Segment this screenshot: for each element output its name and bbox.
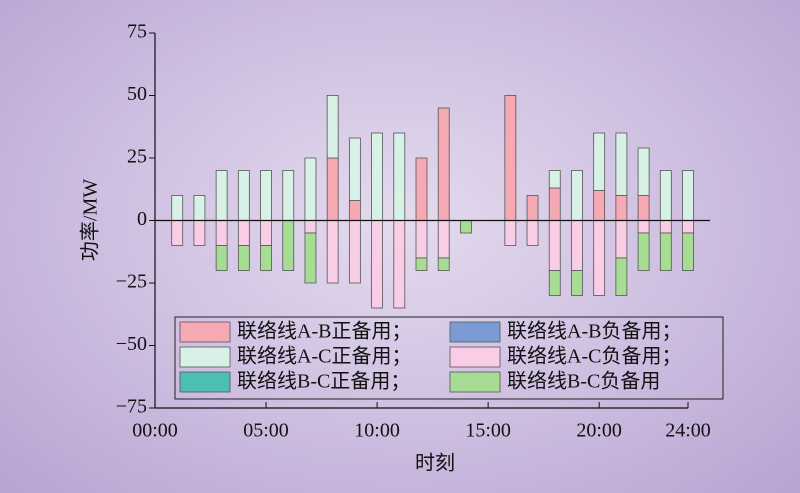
bar — [437, 257, 450, 271]
bar — [260, 245, 272, 271]
bar — [615, 257, 628, 296]
bar — [215, 220, 228, 246]
bar — [659, 170, 672, 221]
bar — [615, 132, 628, 196]
bar — [571, 170, 583, 221]
bar — [437, 107, 450, 221]
bar — [237, 170, 250, 221]
bar — [548, 170, 561, 189]
bar — [504, 95, 517, 221]
bar — [615, 195, 628, 221]
legend-box — [174, 316, 724, 400]
bar — [571, 270, 583, 296]
y-tick-label: 25 — [127, 146, 147, 168]
bar — [637, 147, 650, 196]
bar — [548, 270, 561, 296]
bar — [348, 220, 361, 284]
x-tick-label: 15:00 — [465, 420, 511, 442]
bar — [415, 157, 428, 221]
legend-label: 联络线A-C负备用； — [507, 345, 681, 368]
bar — [304, 232, 317, 284]
bar — [171, 195, 184, 221]
bar — [260, 170, 272, 221]
bar — [593, 190, 606, 221]
bar — [504, 220, 517, 246]
legend-swatch — [179, 321, 231, 343]
bar — [637, 232, 650, 271]
bar — [326, 95, 339, 159]
bar — [571, 220, 583, 271]
bar — [215, 170, 228, 221]
bar — [348, 200, 361, 221]
bar — [526, 195, 539, 221]
legend-swatch — [449, 346, 501, 368]
bar — [682, 232, 694, 271]
bar — [415, 220, 428, 259]
bar — [215, 245, 228, 271]
bar — [659, 220, 672, 234]
bar — [393, 220, 406, 309]
x-tick-label: 24:00 — [665, 420, 711, 442]
legend-label: 联络线A-B正备用； — [237, 320, 411, 343]
y-tick-label: −50 — [116, 333, 147, 355]
bar — [326, 220, 339, 284]
bar — [171, 220, 184, 246]
bar — [371, 132, 383, 221]
bar — [260, 220, 272, 246]
bar — [304, 220, 317, 234]
bar — [593, 132, 606, 191]
bar — [282, 170, 295, 221]
bar — [304, 157, 317, 221]
legend-swatch — [179, 346, 231, 368]
bar — [437, 220, 450, 259]
legend-label: 联络线B-C正备用； — [237, 370, 410, 393]
x-tick-label: 00:00 — [132, 420, 178, 442]
bar — [371, 220, 383, 309]
bar — [637, 195, 650, 221]
bar — [348, 137, 361, 201]
y-tick-label: 75 — [127, 21, 147, 43]
bar — [593, 220, 606, 296]
x-tick-label: 10:00 — [354, 420, 400, 442]
y-tick-label: 50 — [127, 83, 147, 105]
bar — [637, 220, 650, 234]
x-axis-label: 时刻 — [415, 452, 455, 475]
legend-label: 联络线A-C正备用； — [237, 345, 411, 368]
bar — [548, 187, 561, 221]
y-tick-label: 0 — [137, 208, 147, 230]
bar — [237, 220, 250, 246]
bar — [682, 170, 694, 221]
y-tick-label: −75 — [116, 396, 147, 418]
legend-swatch — [449, 321, 501, 343]
bar — [282, 220, 295, 271]
bar — [615, 220, 628, 259]
bar — [193, 220, 206, 246]
bar — [193, 195, 206, 221]
bar — [393, 132, 406, 221]
legend-label: 联络线A-B负备用； — [507, 320, 681, 343]
bar — [326, 157, 339, 221]
bar — [526, 220, 539, 246]
x-tick-label: 05:00 — [243, 420, 289, 442]
legend-swatch — [179, 371, 231, 393]
y-tick-label: −25 — [116, 271, 147, 293]
bar — [659, 232, 672, 271]
y-axis-label: 功率/MW — [79, 179, 102, 261]
bar — [237, 245, 250, 271]
bar — [415, 257, 428, 271]
bar — [548, 220, 561, 271]
legend-label: 联络线B-C负备用 — [507, 370, 660, 393]
bar — [460, 220, 472, 234]
bar — [682, 220, 694, 234]
x-tick-label: 20:00 — [576, 420, 622, 442]
legend-swatch — [449, 371, 501, 393]
